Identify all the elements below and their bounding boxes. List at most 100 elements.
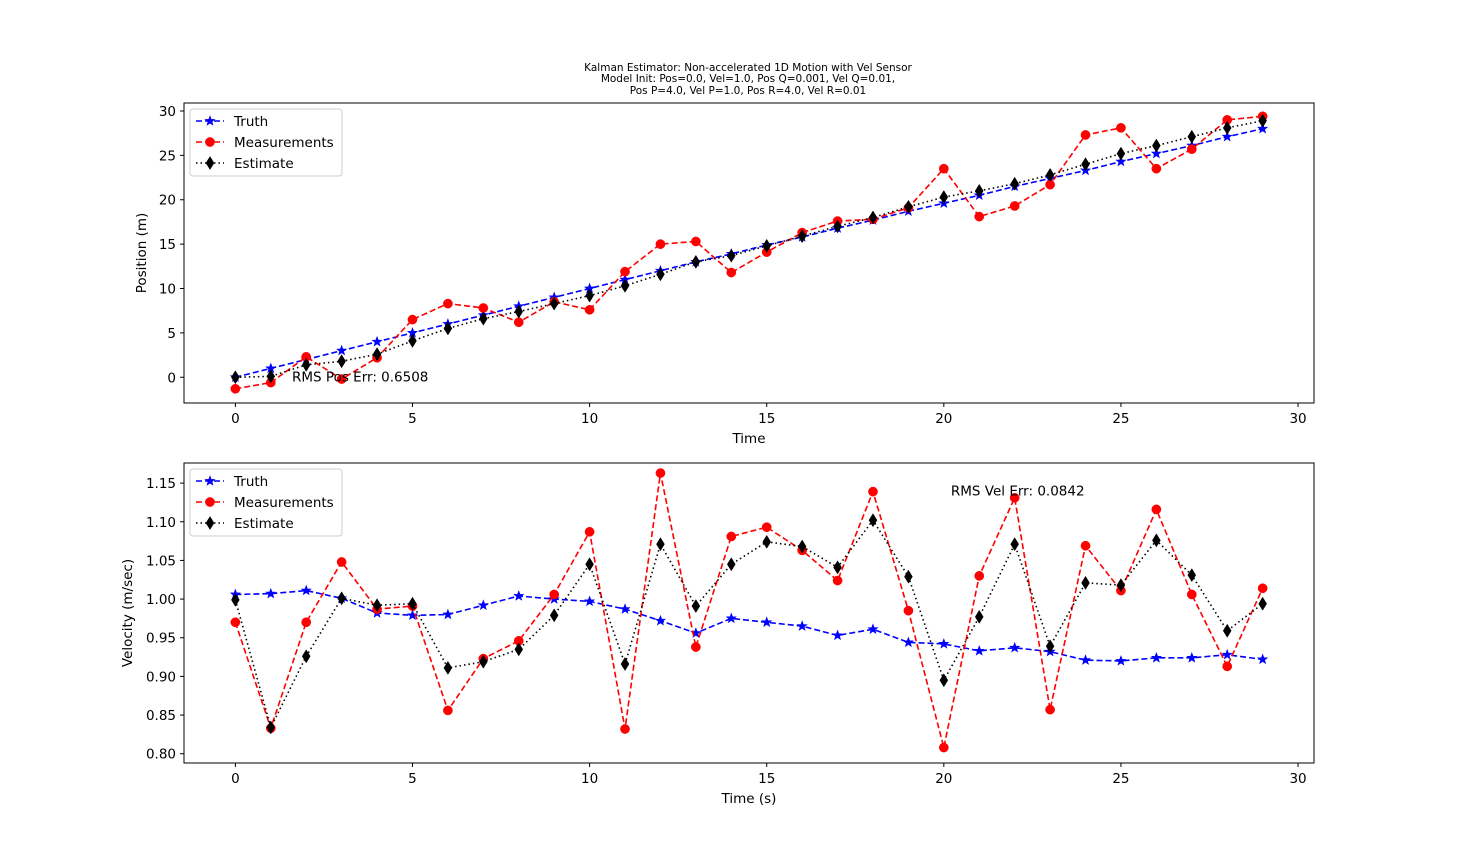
data-point-measurements [726, 531, 737, 542]
x-tick-label: 5 [408, 411, 417, 427]
data-point-estimate [762, 534, 772, 549]
data-point-measurements [1222, 661, 1233, 672]
data-point-estimate [266, 369, 276, 384]
data-point-truth [336, 344, 348, 356]
legend-label-estimate: Estimate [234, 156, 294, 172]
data-point-measurements [1151, 504, 1162, 515]
data-point-estimate [585, 557, 594, 572]
x-tick-label: 10 [581, 411, 598, 427]
y-tick-label: 5 [167, 326, 176, 342]
legend-label-estimate: Estimate [234, 516, 294, 532]
data-point-truth [725, 612, 737, 624]
series-measurements [230, 468, 1268, 753]
data-point-measurements [868, 486, 878, 497]
data-point-estimate [974, 183, 984, 198]
y-tick-label: 20 [159, 193, 176, 209]
data-point-estimate [1152, 138, 1161, 153]
data-point-estimate [904, 199, 913, 214]
series-truth [229, 584, 1269, 666]
y-tick-label: 1.15 [146, 476, 176, 492]
data-point-estimate [868, 513, 878, 528]
legend-marker-truth [204, 115, 216, 126]
data-point-measurements [1257, 583, 1268, 594]
legend-label-truth: Truth [233, 474, 268, 490]
data-point-estimate [939, 190, 949, 205]
x-tick-label: 30 [1289, 411, 1306, 427]
y-tick-label: 25 [159, 148, 176, 164]
x-tick-label: 25 [1112, 411, 1129, 427]
data-point-estimate [266, 720, 276, 735]
y-tick-label: 1.00 [146, 592, 176, 608]
data-point-measurements [1080, 130, 1091, 140]
figure-title-line-1: Kalman Estimator: Non-accelerated 1D Mot… [584, 62, 912, 74]
data-point-measurements [513, 317, 524, 328]
data-point-estimate [1116, 146, 1126, 161]
y-tick-label: 1.05 [146, 553, 176, 569]
data-point-estimate [1081, 575, 1090, 590]
data-point-truth [1221, 130, 1233, 142]
data-point-measurements [1009, 201, 1020, 211]
data-point-truth [654, 614, 667, 626]
data-point-estimate [1187, 129, 1197, 144]
y-axis-label: Position (m) [134, 213, 150, 294]
data-point-estimate [1258, 596, 1267, 611]
data-point-truth [1079, 654, 1092, 665]
data-point-estimate [726, 557, 736, 572]
data-point-measurements [655, 239, 666, 249]
data-point-estimate [1045, 167, 1055, 182]
x-tick-label: 25 [1112, 771, 1129, 787]
y-tick-label: 1.10 [146, 515, 176, 531]
y-tick-label: 15 [159, 237, 176, 253]
data-point-estimate [231, 592, 240, 607]
data-point-measurements [301, 617, 312, 628]
data-point-measurements [584, 526, 595, 537]
x-tick-label: 5 [408, 771, 417, 787]
figure-title-line-2: Model Init: Pos=0.0, Vel=1.0, Pos Q=0.00… [601, 73, 895, 85]
legend-marker-truth [204, 475, 216, 486]
rms-annotation: RMS Pos Err: 0.6508 [292, 370, 428, 386]
x-tick-label: 30 [1289, 771, 1306, 787]
y-tick-label: 30 [159, 104, 176, 120]
data-point-truth [973, 645, 985, 656]
data-point-measurements [1186, 589, 1197, 600]
y-tick-label: 0.90 [146, 669, 176, 685]
data-point-truth [1221, 648, 1233, 660]
data-point-estimate [762, 238, 772, 253]
legend-marker-measurements [205, 137, 215, 147]
data-point-truth [265, 587, 277, 599]
x-tick-label: 15 [758, 411, 775, 427]
data-point-truth [1115, 155, 1127, 167]
data-point-measurements [1186, 144, 1197, 155]
y-tick-label: 10 [159, 282, 176, 298]
series-line-truth [235, 127, 1263, 379]
data-point-measurements [974, 211, 985, 222]
series-estimate [231, 513, 1267, 735]
series-line-estimate [235, 119, 1263, 379]
data-point-estimate [408, 333, 417, 348]
data-point-estimate [726, 248, 736, 263]
y-tick-label: 0.80 [146, 747, 176, 763]
data-point-measurements [620, 724, 630, 734]
data-point-measurements [832, 575, 843, 586]
x-tick-label: 0 [231, 411, 240, 427]
data-point-truth [1257, 122, 1269, 134]
x-tick-label: 15 [758, 771, 775, 787]
data-point-estimate [656, 537, 665, 552]
x-tick-label: 20 [935, 411, 952, 427]
legend: Truth Measurements Estimate [189, 468, 343, 537]
data-point-estimate [1152, 533, 1161, 548]
series-estimate [231, 113, 1267, 385]
series-line-measurements [234, 472, 1264, 748]
data-point-estimate [1045, 639, 1055, 654]
series-measurements [230, 111, 1268, 394]
data-point-estimate [656, 267, 665, 282]
legend-label-measurements: Measurements [234, 495, 334, 511]
y-tick-label: 0.95 [146, 631, 176, 647]
data-point-measurements [407, 314, 418, 325]
data-point-truth [761, 616, 773, 628]
data-point-measurements [726, 267, 737, 278]
x-tick-label: 10 [581, 771, 598, 787]
figure-title: Kalman Estimator: Non-accelerated 1D Mot… [584, 62, 912, 97]
data-point-estimate [231, 370, 240, 385]
data-point-estimate [833, 560, 842, 575]
